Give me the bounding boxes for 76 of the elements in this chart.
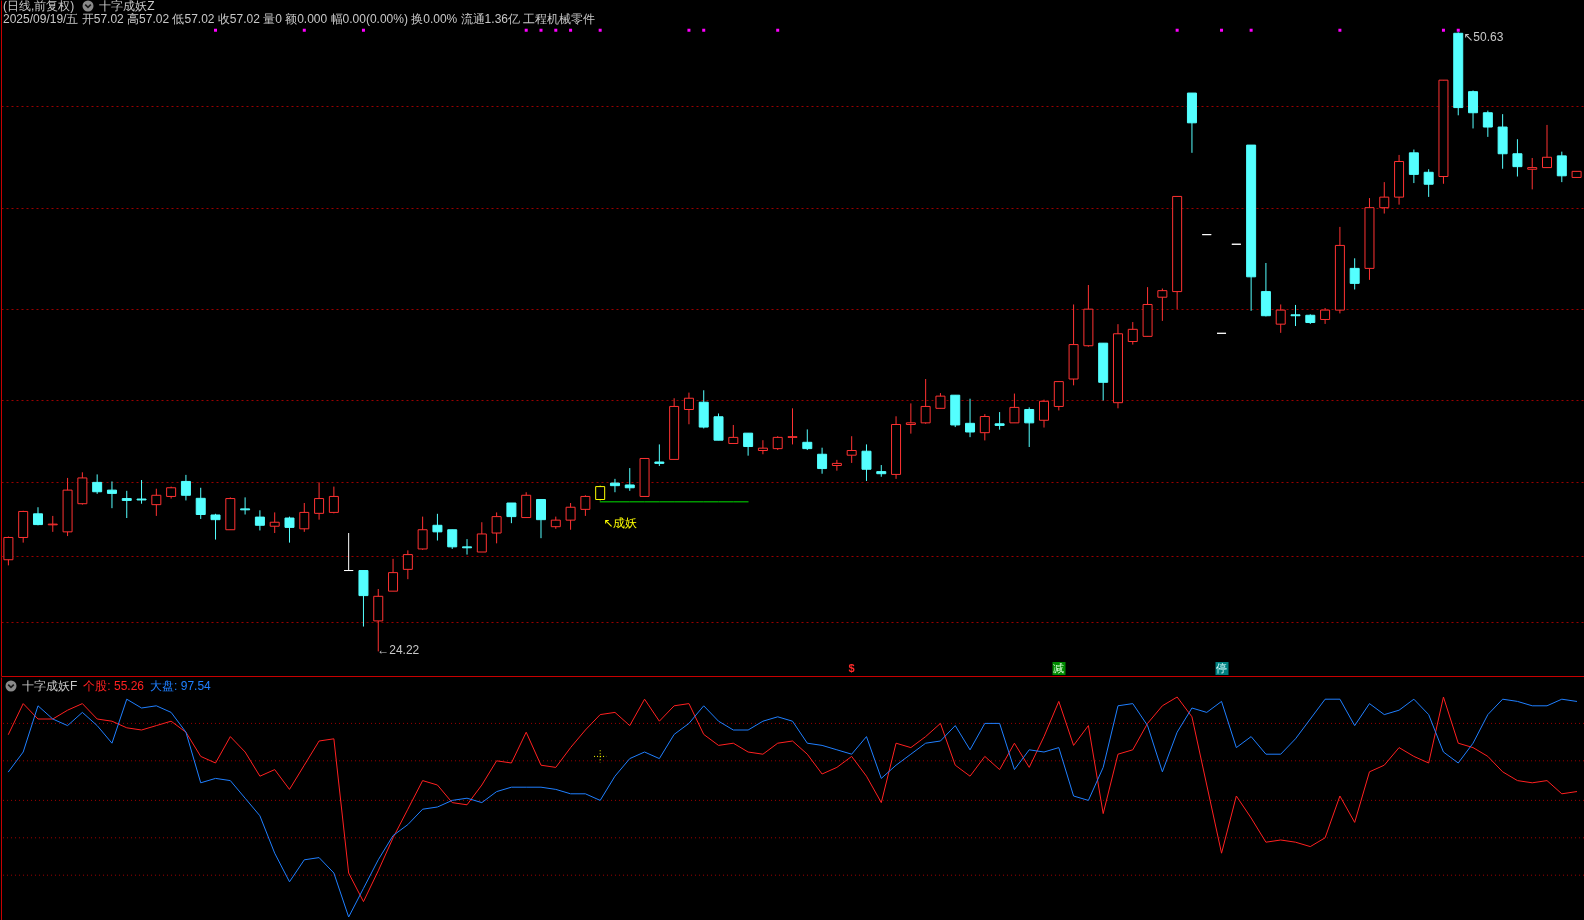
candlestick bbox=[328, 486, 339, 514]
candlestick bbox=[965, 398, 976, 438]
annotation: ↖成妖 bbox=[603, 515, 638, 530]
candlestick bbox=[210, 513, 221, 541]
candlestick bbox=[743, 432, 754, 457]
candlestick bbox=[476, 521, 487, 553]
candlestick bbox=[506, 502, 517, 524]
annotation: 减 bbox=[1052, 662, 1066, 675]
candlestick bbox=[1349, 257, 1360, 290]
candlestick bbox=[1542, 124, 1553, 169]
candlestick bbox=[683, 392, 694, 425]
candlestick bbox=[713, 412, 724, 441]
annotation: 十字成妖Z bbox=[99, 0, 155, 13]
candlestick bbox=[861, 443, 872, 482]
candlestick bbox=[1290, 304, 1301, 327]
candlestick bbox=[920, 378, 931, 425]
candlestick bbox=[240, 496, 251, 515]
candlestick bbox=[180, 474, 191, 501]
candlestick bbox=[609, 478, 620, 493]
candlestick bbox=[580, 494, 591, 517]
candlestick bbox=[787, 407, 798, 445]
candlestick bbox=[521, 491, 532, 519]
candlestick bbox=[831, 459, 842, 472]
candlestick bbox=[1127, 321, 1138, 346]
candlestick bbox=[254, 509, 265, 531]
candlestick bbox=[1468, 89, 1479, 129]
candlestick bbox=[106, 480, 117, 509]
candlestick bbox=[979, 413, 990, 441]
series-label: 个股: 55.26 bbox=[83, 679, 145, 693]
annotation: ↖50.63 bbox=[1463, 30, 1504, 45]
candlestick bbox=[299, 502, 310, 533]
candlestick bbox=[1379, 181, 1390, 215]
candlestick bbox=[565, 502, 576, 531]
candlestick bbox=[1556, 151, 1567, 183]
candlestick bbox=[1423, 168, 1434, 198]
candlestick bbox=[654, 443, 665, 467]
candlestick bbox=[462, 538, 473, 556]
candlestick bbox=[121, 490, 132, 519]
candlestick bbox=[802, 428, 813, 451]
series-label: 大盘: 97.54 bbox=[150, 679, 211, 693]
candlestick bbox=[728, 424, 739, 444]
candlestick bbox=[92, 473, 103, 495]
candlestick bbox=[388, 558, 399, 592]
candlestick bbox=[1482, 110, 1493, 138]
candlestick bbox=[195, 487, 206, 520]
candlestick bbox=[1512, 138, 1523, 177]
candlestick bbox=[151, 488, 162, 517]
annotation: $ bbox=[848, 662, 855, 675]
text: 2025/09/19/五 开57.02 高57.02 低57.02 收57.02 量0 额0.000 幅0.00(0.00%) 换0.00% 流通1.36亿 工程机械零件 bbox=[3, 12, 596, 26]
candlestick bbox=[284, 516, 295, 544]
annotation: 停 bbox=[1215, 662, 1229, 675]
candlestick bbox=[536, 499, 546, 539]
candlestick bbox=[136, 479, 147, 505]
annotation: ←24.22 bbox=[377, 643, 420, 658]
candlestick bbox=[402, 549, 413, 580]
candlestick bbox=[1527, 157, 1538, 190]
candlestick bbox=[1039, 399, 1049, 429]
candlestick bbox=[491, 511, 502, 544]
candlestick bbox=[624, 467, 635, 492]
candlestick bbox=[905, 402, 916, 435]
candlestick bbox=[1024, 406, 1035, 448]
candlestick bbox=[1009, 393, 1020, 424]
candlestick bbox=[1275, 303, 1286, 334]
candlestick bbox=[757, 439, 768, 455]
candlestick bbox=[314, 481, 325, 521]
candlestick bbox=[3, 536, 14, 566]
candlestick bbox=[1408, 149, 1419, 184]
candlestick bbox=[846, 435, 857, 464]
candlestick bbox=[269, 511, 280, 534]
candlestick bbox=[1157, 288, 1168, 322]
candlestick bbox=[817, 447, 828, 475]
chart-title: (日线,前复权) bbox=[3, 0, 75, 13]
candlestick bbox=[417, 516, 428, 551]
chart-title: 十字成妖F bbox=[22, 679, 78, 693]
candlestick bbox=[432, 513, 443, 542]
candlestick bbox=[447, 529, 458, 550]
